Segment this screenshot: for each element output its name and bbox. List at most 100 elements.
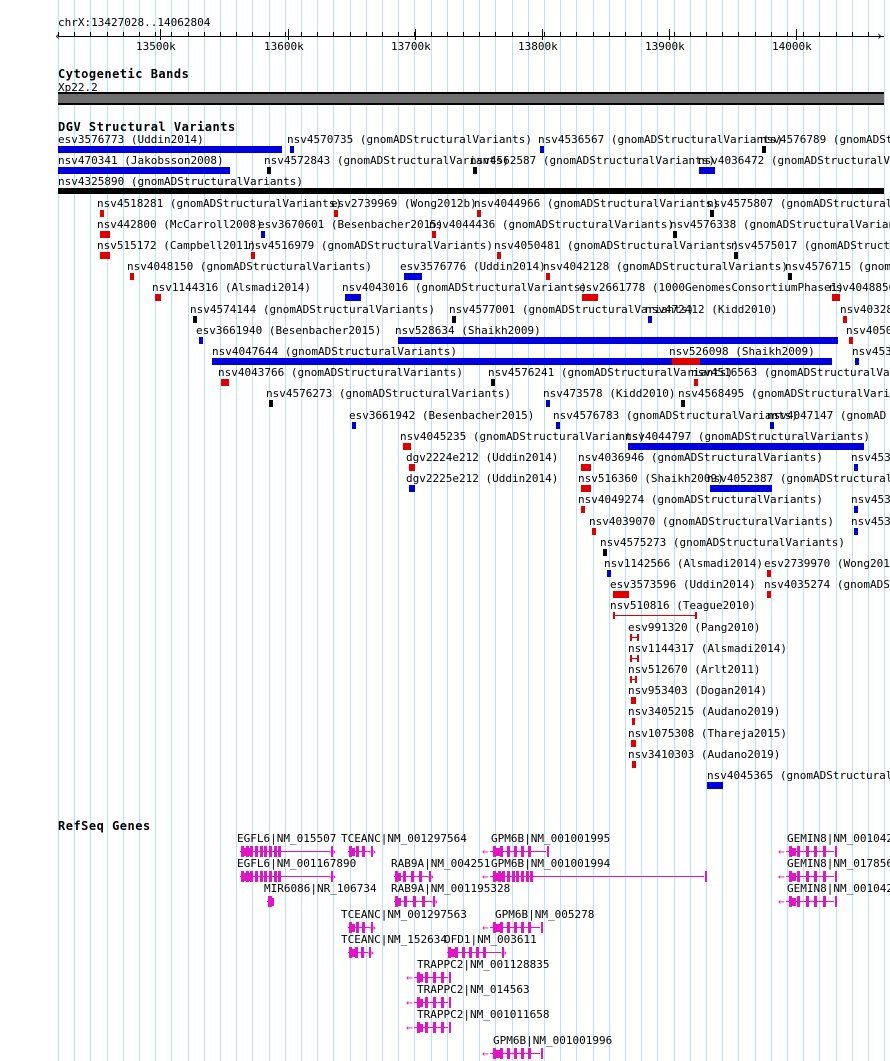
variant-label[interactable]: esv2739970 (Wong2012b) (764, 557, 890, 570)
variant-label[interactable]: nsv4036946 (gnomADStructuralVariants) (578, 451, 824, 464)
variant-bar[interactable] (546, 273, 550, 281)
gene-model[interactable]: → (444, 946, 507, 959)
variant-bar[interactable] (58, 167, 230, 175)
variant-bar[interactable] (403, 442, 411, 450)
variant-bar[interactable] (632, 760, 636, 768)
variant-bar[interactable] (613, 591, 629, 599)
variant-label[interactable]: esv3576773 (Uddin2014) (58, 133, 204, 146)
gene-label[interactable]: TRAPPC2|NM_014563 (417, 983, 530, 997)
variant-bar[interactable] (352, 421, 356, 429)
variant-label[interactable]: nsv953403 (Dogan2014) (628, 684, 768, 698)
variant-bar[interactable] (221, 379, 229, 387)
variant-label[interactable]: nsv4536567 (gnomADStructuralVariants) (538, 133, 784, 146)
variant-label[interactable]: nsv4576241 (gnomADStructuralVariants) (488, 366, 734, 380)
variant-bar[interactable] (603, 548, 607, 556)
gene-model[interactable]: ← (406, 996, 451, 1009)
variant-label[interactable]: nsv4530 (851, 451, 890, 464)
variant-label[interactable]: nsv442800 (McCarroll2008) (97, 217, 263, 231)
variant-label[interactable]: nsv472412 (Kidd2010) (645, 302, 778, 316)
gene-label[interactable]: GPM6B|NM_005278 (495, 907, 595, 921)
variant-bar[interactable] (251, 252, 255, 259)
variant-bar[interactable] (843, 315, 847, 323)
variant-label[interactable]: nsv4575017 (gnomADStructuralVariants) (731, 239, 890, 252)
gene-model[interactable]: ← (406, 1021, 451, 1034)
variant-label[interactable]: nsv515172 (Campbell2011) (97, 239, 256, 252)
variant-label[interactable]: nsv4325890 (gnomADStructuralVariants) (58, 175, 304, 189)
variant-label[interactable]: nsv4574144 (gnomADStructuralVariants) (190, 302, 436, 316)
variant-label[interactable]: nsv4562587 (gnomADStructuralVariants) (470, 154, 716, 168)
gene-label[interactable]: TRAPPC2|NM_001128835 (417, 958, 550, 971)
variant-label[interactable]: nsv4052387 (gnomADStructuralVariants) (707, 472, 890, 486)
variant-bar[interactable] (100, 252, 110, 259)
gene-label[interactable]: TCEANC|NM_001297564 (341, 832, 467, 845)
variant-bar[interactable] (497, 252, 501, 259)
variant-bar[interactable] (607, 570, 611, 577)
variant-label[interactable]: nsv4036472 (gnomADStructuralVariants) (698, 154, 890, 168)
variant-label[interactable]: esv2739969 (Wong2012b) (331, 196, 477, 210)
variant-label[interactable]: nsv512670 (Arlt2011) (628, 663, 761, 676)
gene-model[interactable]: ← (778, 845, 837, 858)
variant-label[interactable]: nsv4576338 (gnomADStructuralVariants) (670, 217, 890, 231)
variant-bar[interactable] (477, 209, 481, 217)
variant-bar[interactable] (334, 209, 338, 217)
variant-bar[interactable] (854, 464, 858, 471)
variant-label[interactable]: nsv1144316 (Alsmadi2014) (152, 281, 311, 295)
gene-label[interactable]: OFD1|NM_003611 (444, 932, 537, 946)
variant-label[interactable]: nsv4044966 (gnomADStructuralVariants) (474, 196, 720, 210)
variant-bar[interactable] (672, 358, 700, 365)
variant-label[interactable]: nsv4044797 (gnomADStructuralVariants) (625, 429, 871, 443)
variant-bar[interactable] (409, 485, 415, 493)
gene-model[interactable]: → (345, 845, 376, 858)
variant-bar[interactable] (854, 527, 858, 535)
variant-label[interactable]: nsv4045365 (gnomADStructuralVa (707, 769, 890, 782)
variant-bar[interactable] (694, 379, 698, 387)
variant-label[interactable]: nsv3405215 (Audano2019) (628, 705, 781, 719)
variant-bar[interactable] (767, 570, 771, 577)
variant-bar[interactable] (491, 379, 495, 387)
variant-bar[interactable] (130, 273, 134, 281)
gene-model[interactable]: ← (406, 971, 451, 984)
variant-label[interactable]: nsv470341 (Jakobsson2008) (58, 154, 224, 168)
variant-label[interactable]: nsv1142566 (Alsmadi2014) (604, 557, 763, 570)
variant-bar[interactable] (832, 294, 840, 302)
gene-model[interactable]: ← (482, 845, 549, 858)
variant-bar[interactable] (854, 506, 858, 514)
variant-label[interactable]: nsv4570735 (gnomADStructuralVariants) (287, 133, 533, 146)
variant-bar[interactable] (261, 230, 265, 238)
variant-label[interactable]: nsv528634 (Shaikh2009) (395, 323, 541, 337)
variant-label[interactable]: nsv4043016 (gnomADStructuralVariants) (342, 281, 588, 295)
variant-bar[interactable] (630, 633, 639, 641)
variant-bar[interactable] (613, 612, 697, 620)
gene-label[interactable]: GPM6B|NM_001001996 (493, 1033, 613, 1047)
variant-bar[interactable] (58, 146, 282, 153)
variant-label[interactable]: nsv4043766 (gnomADStructuralVariants) (218, 366, 464, 380)
variant-bar[interactable] (855, 358, 859, 365)
variant-label[interactable]: dgv2225e212 (Uddin2014) (406, 472, 559, 486)
variant-bar[interactable] (631, 739, 636, 747)
variant-bar[interactable] (630, 676, 637, 683)
variant-bar[interactable] (767, 591, 771, 599)
gene-label[interactable]: RAB9A|NM_004251 (391, 857, 491, 871)
gene-label[interactable]: RAB9A|NM_001195328 (391, 882, 511, 896)
variant-label[interactable]: nsv4530 (851, 493, 890, 507)
variant-label[interactable]: esv3661940 (Besenbacher2015) (196, 323, 382, 337)
variant-bar[interactable] (409, 464, 415, 471)
variant-bar[interactable] (58, 188, 884, 195)
variant-label[interactable]: nsv516360 (Shaikh2009) (578, 472, 724, 486)
variant-bar[interactable] (581, 485, 591, 493)
variant-label[interactable]: nsv4576715 (gnomADStructuralVariants) (785, 260, 890, 274)
variant-bar[interactable] (630, 654, 639, 662)
variant-bar[interactable] (632, 718, 635, 726)
variant-bar[interactable] (473, 167, 477, 175)
variant-label[interactable]: esv3576776 (Uddin2014) (400, 260, 546, 274)
gene-model[interactable]: ← (778, 895, 837, 908)
ruler-right-arrow[interactable]: › (876, 29, 884, 43)
variant-label[interactable]: nsv4516563 (gnomADStructuralVariants) (691, 366, 890, 380)
variant-bar[interactable] (100, 209, 104, 217)
variant-label[interactable]: nsv3410303 (Audano2019) (628, 747, 781, 761)
variant-label[interactable]: nsv4518281 (gnomADStructuralVariants) (97, 196, 343, 210)
variant-label[interactable]: nsv4039070 (gnomADStructuralVariants) (589, 514, 835, 528)
variant-bar[interactable] (398, 336, 838, 344)
variant-bar[interactable] (546, 400, 550, 408)
gene-label[interactable]: MIR6086|NR_106734 (264, 882, 377, 896)
